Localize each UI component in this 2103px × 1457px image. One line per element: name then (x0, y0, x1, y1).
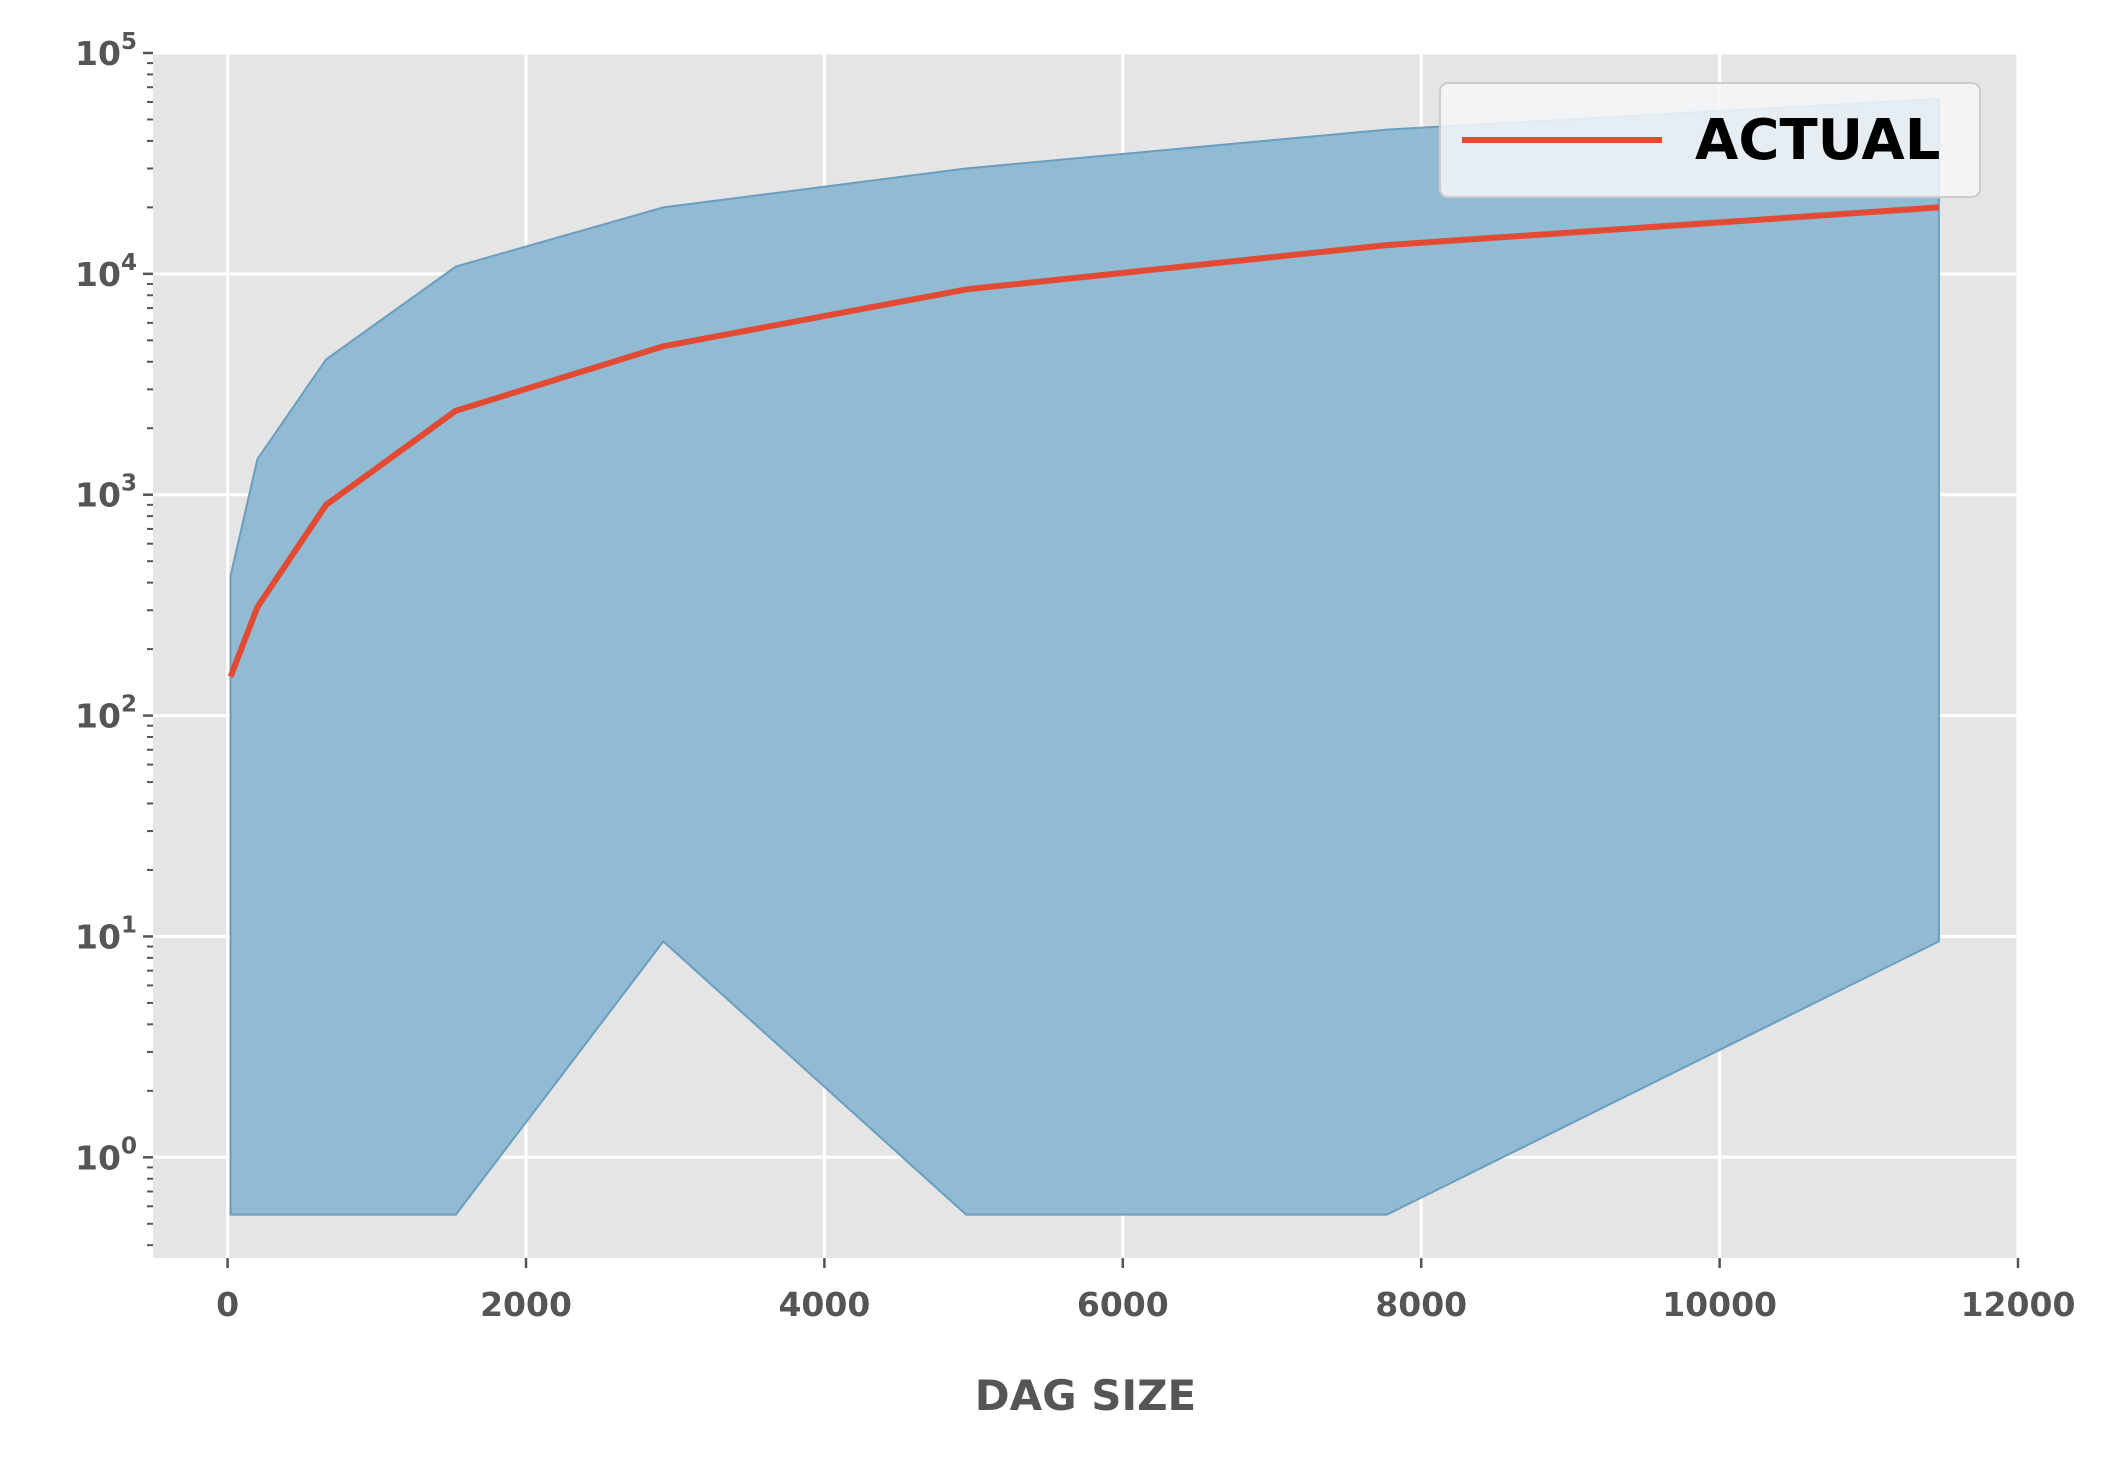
legend: ACTUAL (1439, 82, 1981, 198)
range-band (229, 97, 1940, 1216)
x-tick-label: 4000 (778, 1285, 870, 1324)
x-tick-label: 8000 (1375, 1285, 1467, 1324)
ticks: 0 2000 4000 6000 8000 10000 12000 100 101 102 103 1… (75, 29, 2075, 1324)
y-tick-label: 104 (75, 250, 137, 294)
band-layer (229, 97, 1940, 1216)
y-tick-label: 105 (75, 29, 137, 73)
series-line-actual (227, 204, 1940, 678)
legend-label-actual: ACTUAL (1695, 108, 1940, 173)
y-tick-label: 103 (75, 471, 137, 515)
y-tick-label: 102 (75, 692, 137, 736)
y-tick-label: 101 (75, 912, 137, 956)
x-tick-label: 12000 (1961, 1285, 2076, 1324)
x-tick-label: 0 (216, 1285, 239, 1324)
y-tick-label: 100 (75, 1133, 137, 1177)
series-layer (227, 204, 1940, 678)
x-axis-label: DAG SIZE (975, 1371, 1196, 1420)
x-tick-label: 6000 (1077, 1285, 1169, 1324)
x-tick-label: 10000 (1662, 1285, 1777, 1324)
legend-box (1439, 82, 1981, 198)
x-tick-label: 2000 (480, 1285, 572, 1324)
